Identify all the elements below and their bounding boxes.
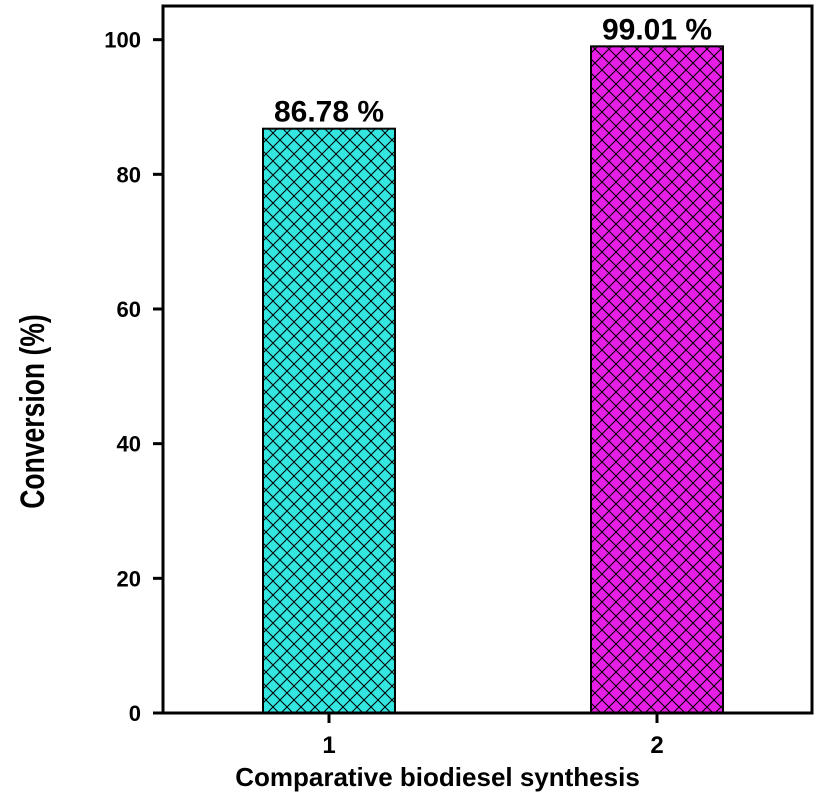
plot-frame — [161, 4, 814, 715]
bar-1 — [262, 127, 396, 714]
bar-2 — [590, 45, 724, 715]
y-tick-label: 40 — [117, 432, 141, 457]
y-axis-ticks: 0 20 40 60 80 100 — [104, 28, 163, 726]
x-tick-label: 1 — [322, 732, 335, 759]
y-axis-title: Conversion (%) — [14, 314, 52, 508]
x-axis-title: Comparative biodiesel synthesis — [235, 762, 640, 792]
x-tick-label: 2 — [650, 732, 663, 759]
data-label-1: 86.78 % — [274, 96, 384, 129]
y-tick-label: 100 — [104, 28, 141, 53]
y-tick-label: 80 — [117, 162, 141, 187]
y-tick-label: 60 — [117, 297, 141, 322]
y-tick-label: 20 — [117, 566, 141, 591]
data-label-2: 99.01 % — [602, 13, 712, 46]
bars — [262, 45, 724, 715]
y-tick-label: 0 — [129, 701, 141, 726]
data-labels: 86.78 % 99.01 % — [274, 13, 712, 128]
